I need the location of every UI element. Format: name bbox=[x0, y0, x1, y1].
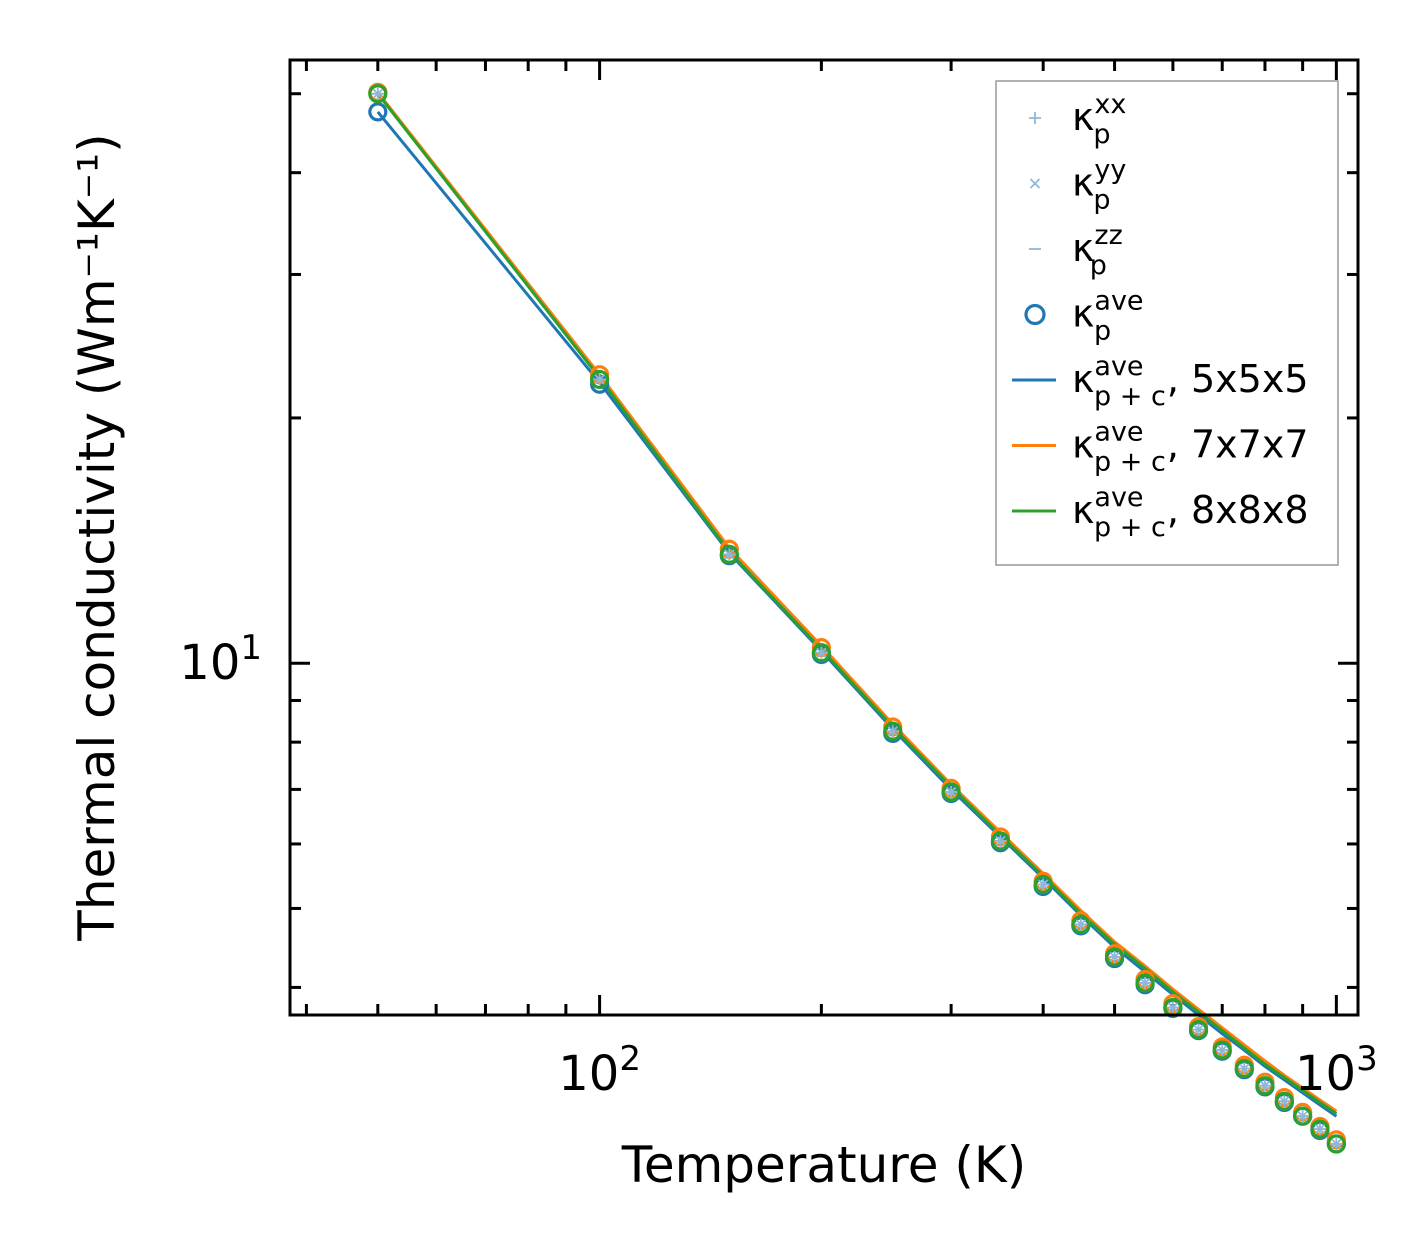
point-kappa_p_ave_8x8x8 bbox=[990, 831, 1011, 851]
x-tick-label: 103 bbox=[1295, 1039, 1378, 1102]
axis-ticks bbox=[290, 60, 1358, 1015]
legend-label: κxx p bbox=[1072, 89, 1126, 150]
point-kappa_p_ave_8x8x8 bbox=[1135, 973, 1155, 993]
point-kappa_p_ave_8x8x8 bbox=[1234, 1058, 1254, 1079]
legend-label: κave p + c, 5x5x5 bbox=[1072, 351, 1309, 412]
point-kappa_p_ave_8x8x8 bbox=[1293, 1106, 1313, 1126]
legend-circle-symbol bbox=[1024, 303, 1046, 326]
point-kappa_p_ave_8x8x8 bbox=[1104, 947, 1125, 967]
legend-plus-symbol bbox=[1029, 112, 1041, 124]
point-kappa_p_ave_8x8x8 bbox=[1326, 1134, 1346, 1154]
y-axis-label: Thermal conductivity (Wm⁻¹K⁻¹) bbox=[68, 133, 126, 941]
point-kappa_p_ave_8x8x8 bbox=[368, 84, 388, 104]
x-tick-label: 102 bbox=[558, 1039, 641, 1102]
point-kappa_p_ave_8x8x8 bbox=[1255, 1076, 1275, 1096]
line-kappa_pc_ave_8x8x8 bbox=[376, 92, 1338, 1115]
point-kappa_p_ave_8x8x8 bbox=[1274, 1091, 1294, 1111]
legend-label: κave p + c, 8x8x8 bbox=[1072, 482, 1309, 543]
tick-labels: 102 103 101 bbox=[179, 628, 1377, 1102]
point-kappa_p_ave_8x8x8 bbox=[811, 643, 831, 663]
y-tick-label: 101 bbox=[179, 628, 262, 691]
plot-area bbox=[368, 82, 1346, 1154]
axes-frame bbox=[288, 58, 1360, 1017]
x-axis-label: Temperature (K) bbox=[621, 1136, 1026, 1194]
point-kappa_p_ave_5x5x5 bbox=[368, 102, 388, 122]
line-kappa_pc_ave_7x7x7 bbox=[376, 91, 1338, 1113]
point-kappa_p_ave_8x8x8 bbox=[1033, 874, 1053, 895]
point-kappa_p_ave_8x8x8 bbox=[719, 544, 739, 565]
point-kappa_p_ave_8x8x8 bbox=[1188, 1020, 1209, 1040]
legend-label: κyy p bbox=[1072, 155, 1126, 216]
legend-label: κave p + c, 7x7x7 bbox=[1072, 417, 1309, 478]
legend-x-symbol bbox=[1029, 178, 1041, 189]
point-kappa_p_ave_8x8x8 bbox=[1310, 1119, 1330, 1139]
legend-frame bbox=[995, 80, 1339, 566]
point-kappa_p_ave_8x8x8 bbox=[1212, 1040, 1232, 1060]
legend-label: κzz p bbox=[1072, 220, 1123, 281]
point-kappa_p_ave_8x8x8 bbox=[589, 369, 610, 390]
point-kappa_p_ave_8x8x8 bbox=[941, 782, 961, 802]
point-kappa_p_ave_8x8x8 bbox=[1071, 914, 1091, 934]
point-kappa_p_ave_8x8x8 bbox=[883, 721, 903, 741]
legend-label: κave p bbox=[1072, 286, 1144, 347]
